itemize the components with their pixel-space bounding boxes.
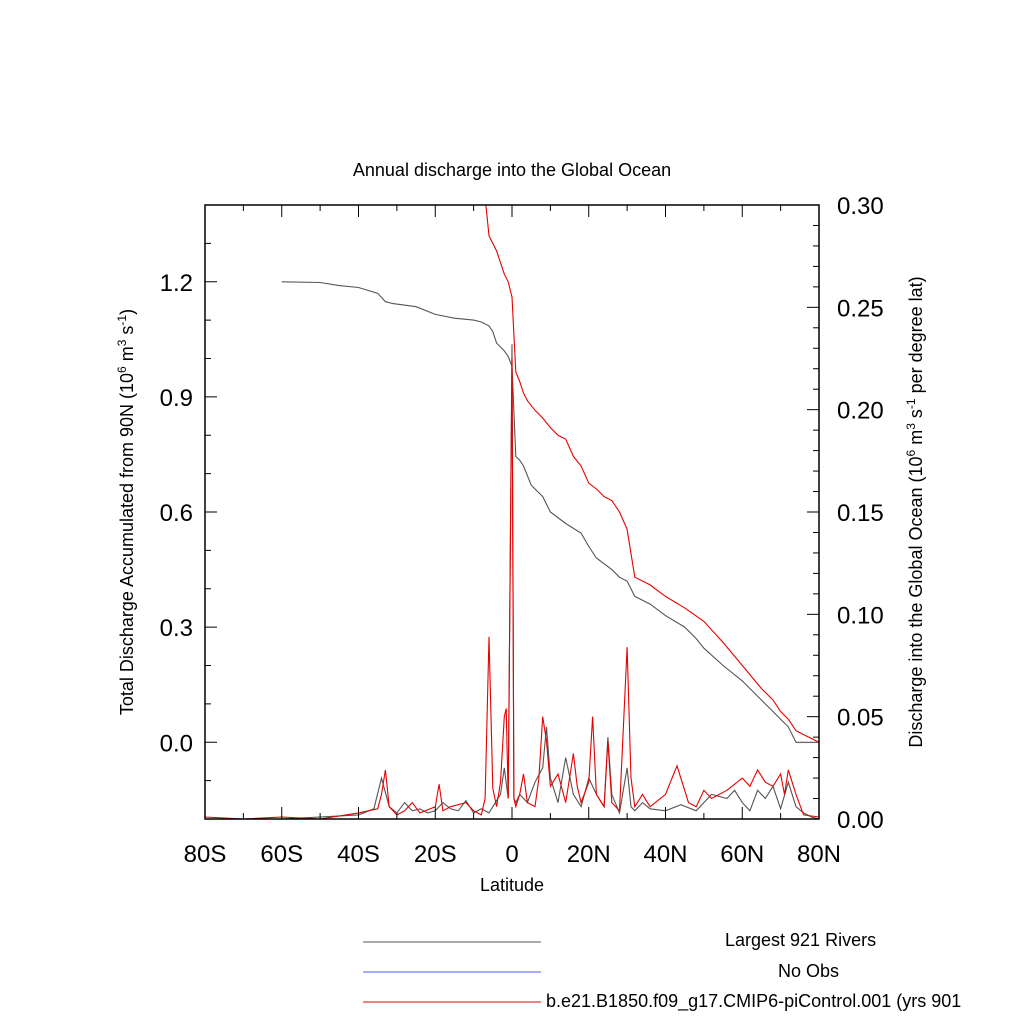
y-left-label-part: Total Discharge Accumulated from 90N (10 xyxy=(117,373,137,715)
y-left-tick-label: 0.3 xyxy=(160,615,193,642)
x-tick-label: 80S xyxy=(184,841,227,868)
x-tick-label: 40N xyxy=(643,841,687,868)
y-right-label-part: Discharge into the Global Ocean (10 xyxy=(906,456,926,747)
y-right-label-part: m xyxy=(906,430,926,450)
y-right-label-part: s xyxy=(906,409,926,423)
series-layer xyxy=(205,205,819,819)
x-tick-label: 60N xyxy=(720,841,764,868)
y-right-tick-label: 0.00 xyxy=(837,807,884,834)
ticks-layer: 80S 60S 40S 20S 0 20N 40N 60N 80N 0.0 0.3 0.6 0.9 1.2… xyxy=(160,193,884,868)
x-tick-label: 60S xyxy=(260,841,303,868)
y-right-label-sup: 3 xyxy=(904,423,918,430)
y-right-tick-label: 0.25 xyxy=(837,295,884,322)
y-right-tick-label: 0.05 xyxy=(837,705,884,732)
y-left-label-sup: -1 xyxy=(115,315,129,326)
y-right-tick-label: 0.15 xyxy=(837,500,884,527)
series-line-0 xyxy=(281,281,819,743)
y-left-label-sup: 6 xyxy=(115,366,129,373)
y-right-label-part: per degree lat) xyxy=(906,276,926,398)
y-left-label-part: m xyxy=(117,346,137,366)
y-right-tick-label: 0.30 xyxy=(837,193,884,220)
x-tick-label: 0 xyxy=(505,841,518,868)
x-tick-label: 20S xyxy=(414,841,457,868)
y-left-axis-label: Total Discharge Accumulated from 90N (10… xyxy=(115,309,137,715)
y-right-axis-label: Discharge into the Global Ocean (106 m3 … xyxy=(904,276,926,747)
y-right-label-sup: 6 xyxy=(904,449,918,456)
plot-frame xyxy=(204,204,820,820)
legend-label-rivers: Largest 921 Rivers xyxy=(725,930,877,950)
series-line-3 xyxy=(205,344,819,819)
x-tick-label: 20N xyxy=(567,841,611,868)
series-line-2 xyxy=(485,205,819,743)
legend-label-model: b.e21.B1850.f09_g17.CMIP6-piControl.001 … xyxy=(546,991,962,1011)
y-left-tick-label: 1.2 xyxy=(160,270,193,297)
x-axis-label: Latitude xyxy=(480,875,544,895)
y-right-label-sup: -1 xyxy=(904,398,918,409)
y-left-label-sup: 3 xyxy=(115,339,129,346)
y-left-tick-label: 0.6 xyxy=(160,500,193,527)
series-line-4 xyxy=(205,358,819,819)
x-tick-label: 40S xyxy=(337,841,380,868)
legend-label-no-obs: No Obs xyxy=(778,961,840,981)
y-right-tick-label: 0.20 xyxy=(837,398,884,425)
y-left-tick-label: 0.0 xyxy=(160,730,193,757)
chart-title: Annual discharge into the Global Ocean xyxy=(353,160,671,180)
y-left-label-part: ) xyxy=(117,309,137,315)
y-left-label-part: s xyxy=(117,326,137,340)
x-tick-label: 80N xyxy=(797,841,841,868)
y-right-tick-label: 0.10 xyxy=(837,602,884,629)
y-left-tick-label: 0.9 xyxy=(160,385,193,412)
